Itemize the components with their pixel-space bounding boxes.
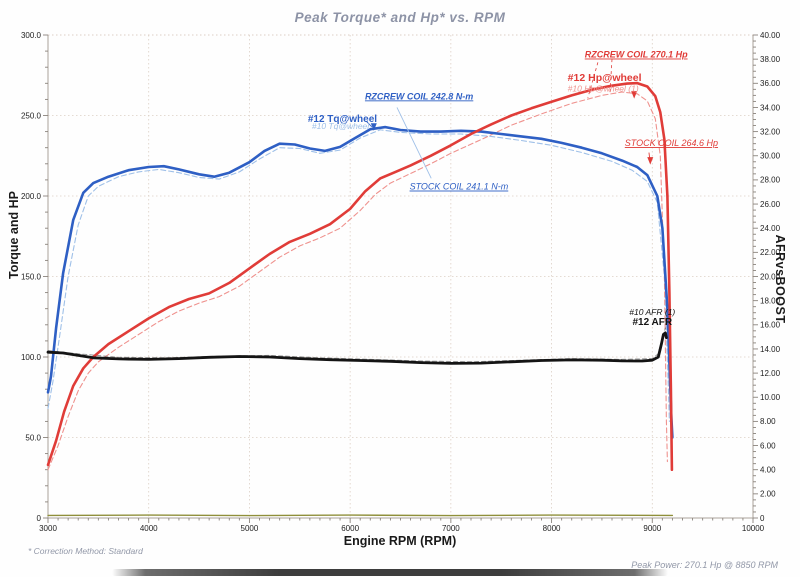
x-tick-label: 9000 [643,524,661,533]
annotation-leader [396,107,432,179]
chart-title: Peak Torque* and Hp* vs. RPM [294,10,506,25]
y-right-tick-label: 18.00 [760,296,781,305]
peak-power-note: Peak Power: 270.1 Hp @ 8850 RPM [631,560,778,570]
annotation-tq10-label: #10 Tq@wheel [312,121,370,131]
y-left-tick-label: 0 [37,514,42,523]
x-tick-label: 3000 [39,524,57,533]
series-10-hp-wheel-stock-coil-curve [47,91,668,471]
series-12-afr-curve [46,331,668,365]
y-left-tick-label: 150.0 [21,272,42,281]
y-right-tick-label: 26.00 [760,200,781,209]
x-tick-label: 6000 [341,524,359,533]
annotation-hp12-label: #12 Hp@wheel [568,72,642,84]
annotation-stock-coil-hp-label: STOCK COIL 264.6 Hp [625,138,718,148]
y-left-tick-label: 50.0 [25,433,41,442]
y-right-tick-label: 34.00 [760,103,781,112]
annotation-rzcrew-coil-hp-label: RZCREW COIL 270.1 Hp [585,50,688,60]
y-left-tick-label: 100.0 [21,353,42,362]
y-right-tick-label: 30.00 [760,152,781,161]
annotation-afr10-label: #10 AFR (1) [629,307,675,317]
series-10-tq-wheel-stock-coil-curve [47,129,670,422]
y-right-tick-label: 36.00 [760,79,781,88]
y-right-tick-label: 28.00 [760,176,781,185]
y-right-tick-label: 2.00 [760,490,776,499]
annotation-arrow [647,157,654,165]
y-right-tick-label: 12.00 [760,369,781,378]
y-right-tick-label: 32.00 [760,127,781,136]
annotation-hp10-label: #10 Hp@wheel (1) [568,83,639,93]
y-right-tick-label: 38.00 [760,55,781,64]
y-right-tick-label: 16.00 [760,321,781,330]
x-axis-title: Engine RPM (RPM) [343,534,457,548]
y-right-tick-label: 10.00 [760,393,781,402]
series-12-hp-wheel-rzcrew-coil-curve [46,81,674,471]
y-right-tick-label: 8.00 [760,417,776,426]
y-right-tick-label: 20.00 [760,272,781,281]
series-12-tq-wheel-rzcrew-coil-curve [46,125,674,439]
correction-method-note: * Correction Method: Standard [28,546,143,556]
y-left-tick-label: 300.0 [21,31,42,40]
annotation-tq12-label: #12 Tq@wheel [308,114,377,125]
y-right-tick-label: 40.00 [760,31,781,40]
x-tick-label: 5000 [241,524,259,533]
y-left-tick-label: 200.0 [21,192,42,201]
x-tick-label: 8000 [543,524,561,533]
annotation-leader [587,62,599,98]
x-tick-label: 10000 [742,524,765,533]
series-10-afr-curve [47,327,666,363]
series-boost-curve [47,514,674,517]
x-tick-label: 4000 [140,524,158,533]
y-right-tick-label: 6.00 [760,441,776,450]
scan-shadow-artifact [112,569,668,576]
annotation-leader [365,120,373,128]
y-right-tick-label: 0 [760,514,765,523]
annotation-stock-coil-tq-label: STOCK COIL 241.1 N-m [410,182,509,192]
annotation-arrow [631,91,638,99]
y-right-tick-label: 22.00 [760,248,781,257]
y-right-tick-label: 14.00 [760,345,781,354]
y-left-tick-label: 250.0 [21,111,42,120]
annotation-arrow [370,123,377,131]
annotation-afr12-label: #12 AFR [632,317,672,328]
y-right-tick-label: 24.00 [760,224,781,233]
y-right-tick-label: 4.00 [760,466,776,475]
x-tick-label: 7000 [442,524,460,533]
annotation-rzcrew-coil-tq-label: RZCREW COIL 242.8 N-m [365,91,473,101]
